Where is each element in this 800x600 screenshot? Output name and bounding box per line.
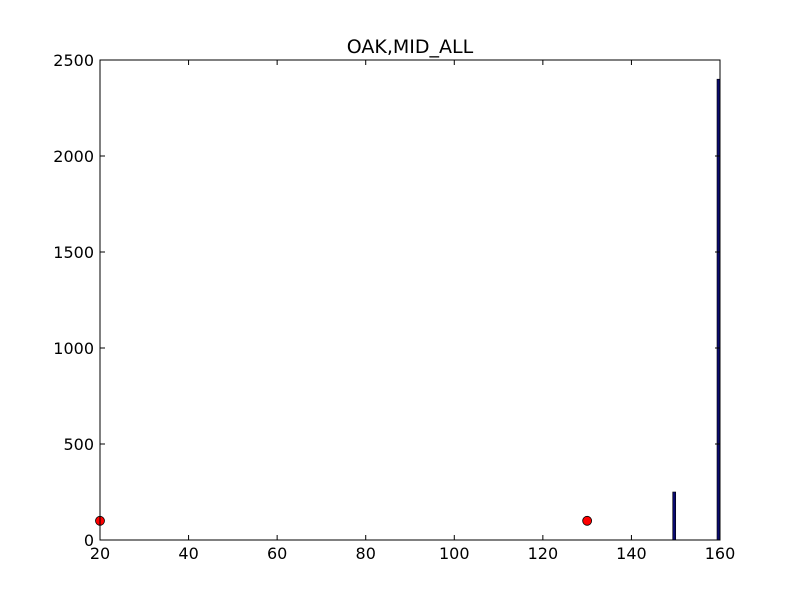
ticks-layer: 20 40 60 80 100 120 140 160 0 500 1000 1500 2000 2500 xyxy=(53,51,735,563)
x-tick-label: 40 xyxy=(178,544,198,563)
x-tick-label: 60 xyxy=(267,544,287,563)
plot-area xyxy=(100,60,720,540)
y-tick-label: 1500 xyxy=(53,243,94,262)
chart-title: OAK,MID_ALL xyxy=(347,36,474,58)
y-tick-label: 0 xyxy=(84,531,94,550)
y-tick-label: 2500 xyxy=(53,51,94,70)
x-tick-label: 80 xyxy=(356,544,376,563)
y-tick-label: 2000 xyxy=(53,147,94,166)
x-tick-label: 100 xyxy=(439,544,470,563)
plot-frame xyxy=(99,59,721,541)
data-point xyxy=(582,515,593,526)
x-tick-label: 20 xyxy=(90,544,110,563)
x-tick-label: 140 xyxy=(616,544,647,563)
x-tick-label: 160 xyxy=(705,544,736,563)
x-tick-label: 120 xyxy=(528,544,559,563)
bar xyxy=(672,491,677,541)
y-tick-label: 500 xyxy=(63,435,94,454)
y-tick-label: 1000 xyxy=(53,339,94,358)
